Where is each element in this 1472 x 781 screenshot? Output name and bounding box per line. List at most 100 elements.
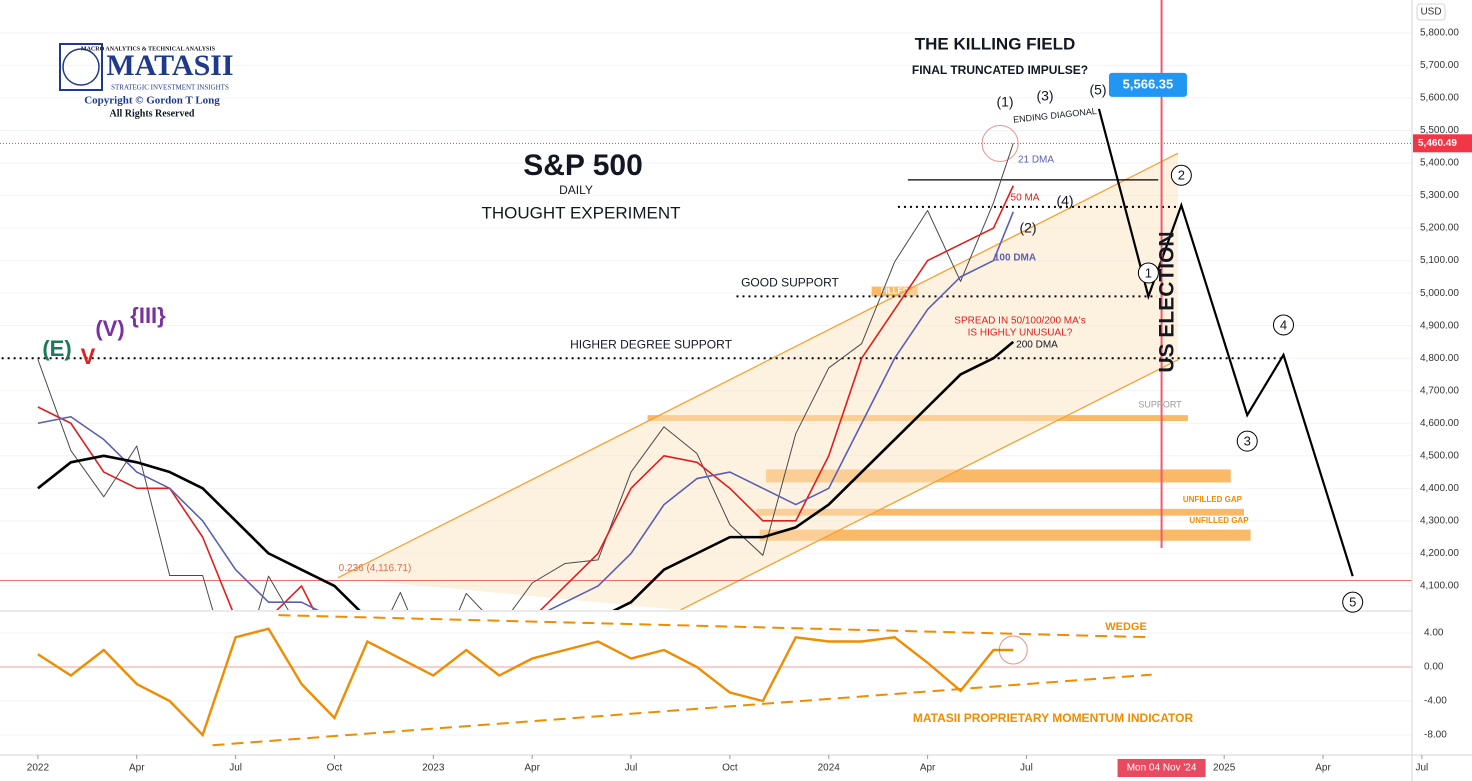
wave-number: 5 (1349, 595, 1356, 610)
x-tick-label: 2024 (818, 763, 841, 774)
last-price: 5,460.49 (1418, 138, 1457, 149)
spread-note: SPREAD IN 50/100/200 MA's (954, 316, 1085, 327)
momentum-panel (0, 614, 1412, 747)
wave-circle (1236, 430, 1258, 452)
wave-circle (1137, 262, 1159, 284)
zone-label: UNFILLED GAP (1183, 495, 1243, 504)
logo-frame (59, 43, 103, 91)
degree-label: V (81, 344, 96, 369)
highlight-circle (981, 124, 1019, 162)
y-tick-label: 5,600.00 (1420, 93, 1459, 104)
x-tick-label: Jul (1415, 763, 1428, 774)
wave-label: (1) (996, 94, 1013, 110)
series-line (37, 185, 1015, 610)
level-label: GOOD SUPPORT (741, 276, 839, 290)
y-tick-label: 4.00 (1424, 628, 1444, 639)
degree-label: (E) (42, 336, 71, 361)
x-tick-label: 2025 (1213, 763, 1236, 774)
killing-field: THE KILLING FIELD (915, 34, 1076, 53)
x-tick-label: Oct (327, 763, 343, 774)
wedge-line (212, 673, 1152, 747)
x-tick-label: Apr (1315, 763, 1331, 774)
logo-copyright: Copyright © Gordon T Long (84, 95, 220, 107)
ma-label: 21 DMA (1018, 155, 1054, 166)
currency[interactable]: USD (1420, 7, 1441, 18)
logo-rights: All Rights Reserved (110, 108, 195, 119)
y-tick-label: 4,100.00 (1420, 581, 1459, 592)
logo-top: MACRO ANALYTICS & TECHNICAL ANALYSIS (81, 46, 216, 52)
logo-name: MATASII (106, 49, 233, 82)
y-tick-label: 4,200.00 (1420, 548, 1459, 559)
wave-label: (2) (1019, 220, 1036, 236)
price-panel: UNFILLED GAP UNFILLED GAP FILLED 0.236 (4,1… (0, 32, 1412, 610)
y-tick-label: 5,000.00 (1420, 288, 1459, 299)
logo-tag: STRATEGIC INVESTMENT INSIGHTS (111, 84, 229, 92)
ma-label: 50 MA (1011, 193, 1040, 204)
wedge-label: WEDGE (1105, 621, 1147, 633)
x-tick-label: Jul (1020, 763, 1033, 774)
wave-number: 4 (1280, 317, 1287, 332)
election-date: Mon 04 Nov '24 (1127, 763, 1197, 774)
y-tick-label: 4,500.00 (1420, 450, 1459, 461)
wave-circle (1272, 314, 1294, 336)
spread-note: IS HIGHLY UNUSUAL? (968, 328, 1073, 339)
gap-zone (759, 529, 1251, 541)
x-tick-label: 2022 (27, 763, 50, 774)
trendline (337, 152, 1179, 579)
y-tick-label: 4,700.00 (1420, 385, 1459, 396)
support-label: SUPPORT (1138, 399, 1182, 409)
zone-label: UNFILLED GAP (1189, 516, 1249, 525)
momentum-title: MATASII PROPRIETARY MOMENTUM INDICATOR (913, 711, 1194, 725)
y-tick-label: 5,200.00 (1420, 223, 1459, 234)
heading: THOUGHT EXPERIMENT (482, 203, 681, 222)
y-tick-label: 5,700.00 (1420, 60, 1459, 71)
logo-circle (62, 48, 100, 86)
chart-title: S&P 500 (523, 149, 643, 182)
x-tick-label: 2023 (422, 763, 445, 774)
logo: MACRO ANALYTICS & TECHNICAL ANALYSIS MAT… (59, 43, 234, 119)
y-tick-label: 5,500.00 (1420, 125, 1459, 136)
x-tick-label: Apr (129, 763, 145, 774)
y-tick-label: 4,600.00 (1420, 418, 1459, 429)
overlay: 4,100.00 4,200.00 4,300.00 4,400.00 4,500.00… (27, 0, 1472, 777)
y-tick-label: 5,100.00 (1420, 255, 1459, 266)
election-badge (1117, 759, 1206, 777)
wave-number: 1 (1145, 265, 1152, 280)
momentum-line (37, 627, 1014, 738)
y-tick-label: 4,400.00 (1420, 483, 1459, 494)
x-tick-label: Oct (722, 763, 738, 774)
last-price-badge (1413, 134, 1472, 153)
series-line (37, 340, 1015, 610)
wave-number: 2 (1178, 168, 1185, 183)
y-tick-label: 5,800.00 (1420, 27, 1459, 38)
channel-fill (337, 153, 1179, 610)
y-tick-label: -8.00 (1424, 730, 1447, 741)
peak-label: 5,566.35 (1123, 76, 1174, 91)
y-tick-label: 4,900.00 (1420, 320, 1459, 331)
y-tick-label: -4.00 (1424, 696, 1447, 707)
highlight-circle (998, 635, 1028, 665)
wave-number: 3 (1244, 434, 1251, 449)
zone-label: FILLED (881, 287, 909, 296)
wedge-line (278, 614, 1152, 639)
x-tick-label: Apr (920, 763, 936, 774)
level-label: HIGHER DEGREE SUPPORT (570, 337, 732, 351)
wave-circle (1342, 591, 1364, 613)
chart-subtitle: DAILY (559, 183, 593, 197)
election-label: US ELECTION (1156, 231, 1179, 372)
y-tick-label: 0.00 (1424, 662, 1444, 673)
ma-label: 200 DMA (1016, 340, 1058, 351)
wave-label: (3) (1036, 88, 1053, 104)
y-tick-label: 4,300.00 (1420, 515, 1459, 526)
wave-circle (1170, 164, 1192, 186)
series-line (37, 211, 1015, 610)
currency-box[interactable] (1416, 3, 1446, 21)
ma-label: 100 DMA (994, 253, 1036, 264)
x-tick-label: Jul (625, 763, 638, 774)
y-tick-label: 4,800.00 (1420, 353, 1459, 364)
y-tick-label: 5,300.00 (1420, 190, 1459, 201)
x-tick-label: Apr (524, 763, 540, 774)
y-tick-label: 5,400.00 (1420, 158, 1459, 169)
trendline (680, 359, 1179, 610)
